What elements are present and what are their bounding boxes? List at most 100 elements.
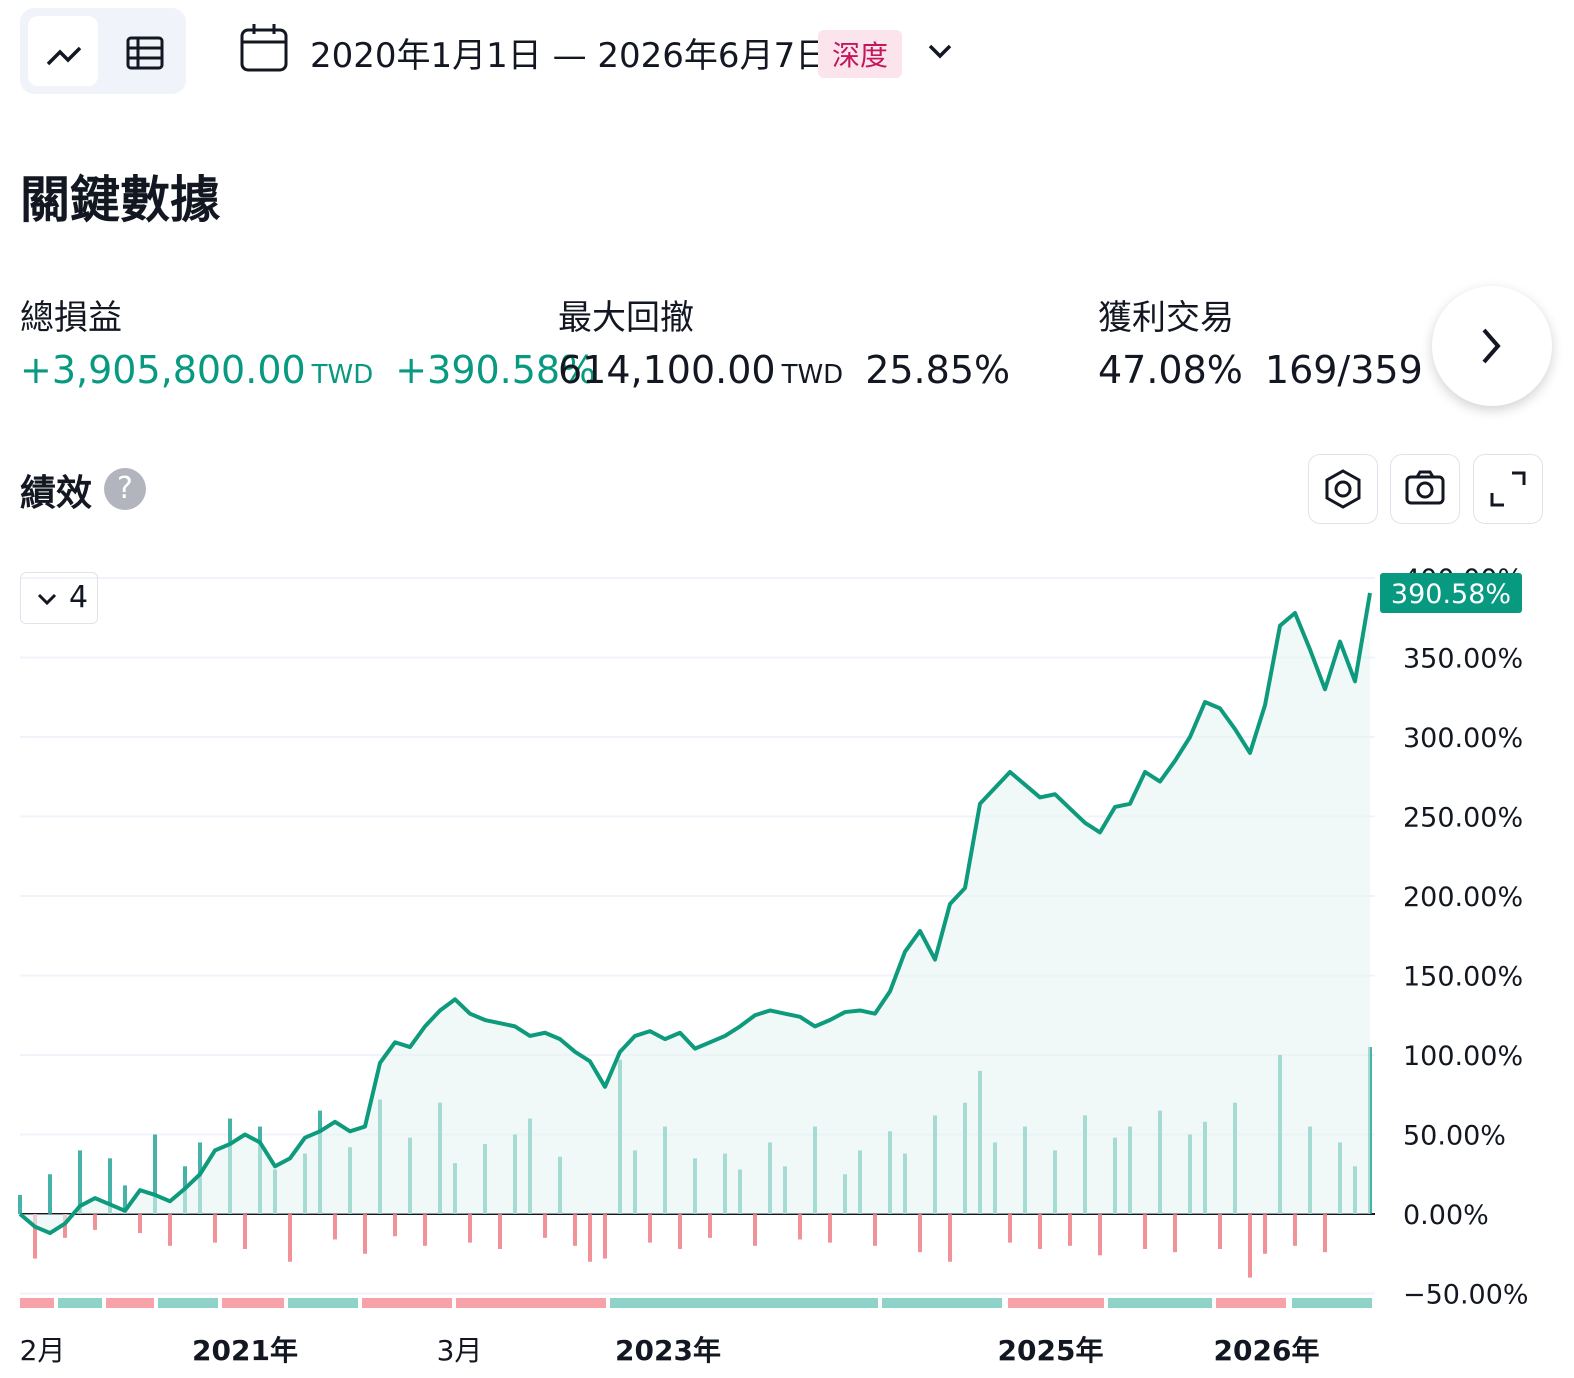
metric-values: +3,905,800.00 TWD +390.58% bbox=[20, 348, 596, 392]
y-tick-label: 50.00% bbox=[1403, 1121, 1506, 1152]
x-tick-label: 2月 bbox=[20, 1334, 66, 1367]
bar bbox=[468, 1214, 472, 1243]
trade-strip bbox=[20, 1298, 1372, 1308]
bar bbox=[138, 1214, 142, 1234]
bar bbox=[1008, 1214, 1012, 1243]
metric-label: 最大回撤 bbox=[558, 298, 694, 338]
bar bbox=[1098, 1214, 1102, 1256]
bar bbox=[678, 1214, 682, 1249]
bar bbox=[1143, 1214, 1147, 1249]
bar bbox=[48, 1174, 52, 1214]
bar bbox=[108, 1158, 112, 1214]
equity-line bbox=[18, 592, 1372, 1236]
bar bbox=[333, 1214, 337, 1240]
bar bbox=[873, 1214, 877, 1246]
metric-value: 47.08% bbox=[1098, 348, 1243, 392]
bar bbox=[93, 1214, 97, 1230]
y-tick-label: 200.00% bbox=[1403, 882, 1523, 913]
settings-button[interactable] bbox=[1308, 454, 1378, 524]
bar bbox=[498, 1214, 502, 1249]
x-tick-label: 2025年 bbox=[998, 1334, 1104, 1367]
metric-label: 獲利交易 bbox=[1098, 298, 1234, 338]
section-heading: 關鍵數據 bbox=[20, 171, 220, 229]
snapshot-button[interactable] bbox=[1390, 454, 1460, 524]
bar bbox=[423, 1214, 427, 1246]
bar bbox=[828, 1214, 832, 1243]
metric-extra: +390.58% bbox=[395, 348, 597, 392]
y-tick-label: 0.00% bbox=[1403, 1200, 1489, 1231]
bar bbox=[243, 1214, 247, 1249]
x-tick-label: 2021年 bbox=[192, 1334, 298, 1367]
bar bbox=[153, 1134, 157, 1214]
performance-chart: −50.00% 0.00% 50.00% 100.00% 150.00% 200.00% 2… bbox=[18, 564, 1529, 1367]
bar bbox=[918, 1214, 922, 1253]
help-icon[interactable]: ? bbox=[104, 468, 146, 510]
bar bbox=[543, 1214, 547, 1238]
bar bbox=[1218, 1214, 1222, 1249]
bar bbox=[78, 1150, 82, 1214]
bar bbox=[393, 1214, 397, 1237]
bar bbox=[213, 1214, 217, 1243]
bar bbox=[1068, 1214, 1072, 1246]
x-tick-label: 2023年 bbox=[615, 1334, 721, 1367]
x-tick-label: 2026年 bbox=[1214, 1334, 1320, 1367]
bar bbox=[33, 1214, 37, 1259]
badge: 深度 bbox=[818, 30, 903, 78]
bar bbox=[708, 1214, 712, 1238]
date-range[interactable]: 2020年1月1日 — 2026年6月7日 bbox=[310, 36, 830, 76]
metric-extra: 169/359 bbox=[1264, 348, 1423, 392]
next-button[interactable] bbox=[1432, 286, 1552, 406]
y-tick-label: 350.00% bbox=[1403, 644, 1523, 675]
metric-unit: TWD bbox=[781, 360, 844, 390]
bar bbox=[168, 1214, 172, 1246]
bar bbox=[1173, 1214, 1177, 1253]
icon bbox=[1325, 469, 1361, 509]
bar bbox=[1263, 1214, 1267, 1254]
table-view-button[interactable] bbox=[120, 28, 170, 78]
y-tick-label: −50.00% bbox=[1403, 1280, 1529, 1311]
metric-values: 614,100.00 TWD 25.85% bbox=[558, 348, 1010, 392]
metric-values: 47.08% 169/359 bbox=[1098, 348, 1423, 392]
metric-unit: TWD bbox=[311, 360, 374, 390]
icon bbox=[37, 593, 57, 606]
icon bbox=[46, 46, 82, 66]
metric-extra: 25.85% bbox=[865, 348, 1011, 392]
icon bbox=[1490, 471, 1526, 507]
bar bbox=[288, 1214, 292, 1262]
bar bbox=[603, 1214, 607, 1259]
icon bbox=[1405, 470, 1445, 505]
bar bbox=[18, 1194, 22, 1214]
y-tick-label: 300.00% bbox=[1403, 723, 1523, 754]
x-tick-label: 3月 bbox=[437, 1334, 483, 1367]
calendar-icon bbox=[240, 24, 288, 72]
metric-value: +3,905,800.00 bbox=[20, 348, 306, 392]
fullscreen-button[interactable] bbox=[1473, 454, 1543, 524]
chart-view-button[interactable] bbox=[28, 16, 98, 86]
bar bbox=[753, 1214, 757, 1246]
bar bbox=[573, 1214, 577, 1246]
area-fill bbox=[20, 592, 1370, 1234]
y-tick-label: 100.00% bbox=[1403, 1041, 1523, 1072]
metric-value: 614,100.00 bbox=[558, 348, 776, 392]
bar bbox=[363, 1214, 367, 1254]
bar bbox=[63, 1214, 67, 1238]
icon bbox=[1482, 328, 1501, 364]
bar bbox=[1293, 1214, 1297, 1246]
current-value-tag bbox=[1380, 572, 1522, 613]
current-value-label: 390.58% bbox=[1391, 579, 1511, 610]
dropdown-chevron[interactable] bbox=[922, 34, 958, 70]
bar bbox=[1248, 1214, 1252, 1278]
y-tick-label: 150.00% bbox=[1403, 962, 1523, 993]
bar bbox=[588, 1214, 592, 1262]
view-toggle bbox=[20, 8, 186, 94]
bar bbox=[123, 1185, 127, 1214]
series-toggle[interactable]: 4 bbox=[20, 572, 98, 624]
bar bbox=[1323, 1214, 1327, 1253]
bar bbox=[798, 1214, 802, 1240]
metric-label: 總損益 bbox=[20, 298, 122, 338]
bar bbox=[1038, 1214, 1042, 1249]
performance-title: 績效 bbox=[20, 473, 93, 514]
y-tick-label: 250.00% bbox=[1403, 803, 1523, 834]
series-count: 4 bbox=[69, 580, 89, 615]
bar bbox=[648, 1214, 652, 1243]
